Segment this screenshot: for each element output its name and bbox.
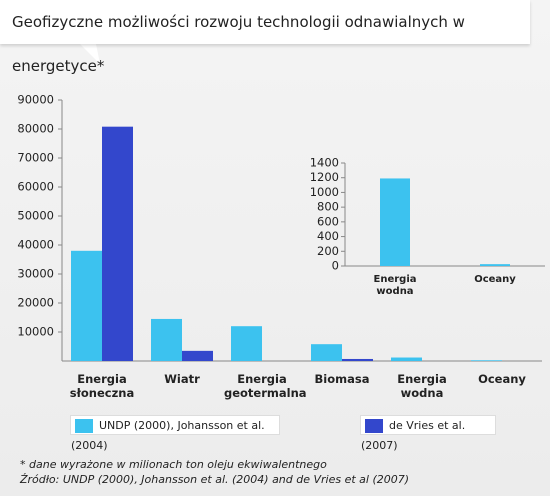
bar xyxy=(480,264,510,266)
bar xyxy=(71,250,102,361)
footnote: * dane wyrażone w milionach ton oleju ek… xyxy=(20,458,327,471)
y-tick-label: 1200 xyxy=(310,170,339,184)
y-tick-label: 80000 xyxy=(17,122,54,136)
y-tick-label: 40000 xyxy=(17,238,54,252)
bar xyxy=(342,358,373,361)
y-tick-label: 20000 xyxy=(17,296,54,310)
y-tick-label: 10000 xyxy=(17,325,54,339)
legend-item: de Vries et al. (2007) xyxy=(360,415,496,452)
y-tick-label: 1400 xyxy=(310,156,339,170)
x-tick-label: Oceany xyxy=(474,274,516,285)
legend-label: UNDP (2000), Johansson et al. (2004) xyxy=(71,419,265,452)
bar xyxy=(471,360,502,361)
legend-label: de Vries et al. (2007) xyxy=(361,419,466,452)
y-tick-label: 0 xyxy=(332,259,339,273)
y-tick-label: 50000 xyxy=(17,209,54,223)
y-tick-label: 400 xyxy=(317,229,339,243)
legend-swatch xyxy=(365,419,383,433)
x-tick-label: Oceany xyxy=(478,372,526,386)
bar xyxy=(182,350,213,361)
bar xyxy=(102,126,133,362)
y-tick-label: 600 xyxy=(317,214,339,228)
y-tick-label: 800 xyxy=(317,200,339,214)
bar xyxy=(311,344,342,361)
legend-swatch xyxy=(75,419,93,433)
bar xyxy=(231,326,262,361)
legend-item: UNDP (2000), Johansson et al. (2004) xyxy=(70,415,280,452)
y-tick-label: 70000 xyxy=(17,151,54,165)
x-tick-label: Energia geotermalna xyxy=(224,372,307,400)
title-tail xyxy=(80,44,100,64)
source: Źródło: UNDP (2000), Johansson et al. (2… xyxy=(20,473,410,486)
bar xyxy=(391,357,422,361)
y-tick-label: 200 xyxy=(317,244,339,258)
x-tick-label: Energia słoneczna xyxy=(69,372,135,400)
y-tick-label: 1000 xyxy=(310,185,339,199)
x-tick-label: Wiatr xyxy=(164,372,200,386)
y-tick-label: 60000 xyxy=(17,180,54,194)
bar xyxy=(151,318,182,361)
x-tick-label: Energia wodna xyxy=(373,274,417,297)
y-tick-label: 90000 xyxy=(17,93,54,107)
x-tick-label: Energia wodna xyxy=(397,372,447,400)
title: Geofizyczne możliwości rozwoju technolog… xyxy=(0,0,530,75)
x-tick-label: Biomasa xyxy=(314,372,370,386)
bar xyxy=(380,178,410,266)
y-tick-label: 30000 xyxy=(17,267,54,281)
